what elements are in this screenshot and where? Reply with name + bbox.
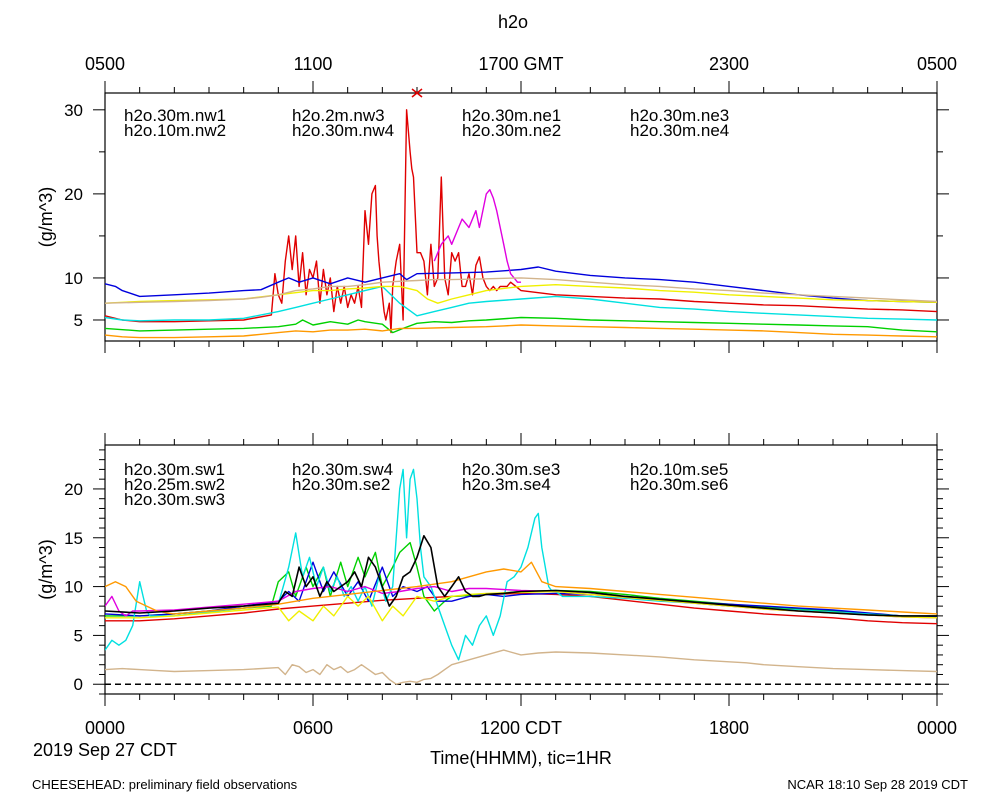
y-axis-label: (g/m^3) xyxy=(36,187,56,247)
legend-entry: h2o.30m.sw4 xyxy=(292,460,393,479)
y-tick-label: 10 xyxy=(64,578,83,597)
legend-entry: h2o.30m.se6 xyxy=(630,475,728,494)
legend-entry: h2o.30m.nw4 xyxy=(292,121,394,140)
panel-south: 05101520(g/m^3)h2o.30m.sw1h2o.25m.sw2h2o… xyxy=(36,433,949,706)
series-line-h2o-30m-nw4 xyxy=(105,285,937,322)
legend-entry: h2o.30m.se3 xyxy=(462,460,560,479)
offscale-marker xyxy=(411,88,423,98)
series-line-h2o-30m-sw3 xyxy=(105,561,937,618)
legend-entry: h2o.30m.sw3 xyxy=(124,490,225,509)
series-line-h2o-30m-se6 xyxy=(105,534,937,617)
chart-title: h2o xyxy=(498,12,528,32)
x-axis-label: Time(HHMM), tic=1HR xyxy=(430,748,612,768)
top-axis-tick-label: 1700 GMT xyxy=(478,54,563,74)
series-line-h2o-2m-nw3 xyxy=(105,266,937,303)
legend-entry: h2o.30m.nw1 xyxy=(124,106,226,125)
top-axis-tick-label: 2300 xyxy=(709,54,749,74)
legend-entry: h2o.10m.nw2 xyxy=(124,121,226,140)
series-line-h2o-30m-se3 xyxy=(105,590,937,622)
top-axis-tick-label: 1100 xyxy=(294,54,333,74)
y-tick-label: 5 xyxy=(74,626,83,645)
series-group xyxy=(105,109,937,339)
bottom-axis-tick-label: 0000 xyxy=(917,718,957,738)
series-line-h2o-30m-nw1 xyxy=(105,109,937,334)
legend-entry: h2o.30m.sw1 xyxy=(124,460,225,479)
series-group xyxy=(105,468,937,685)
series-line-h2o-30m-sw4 xyxy=(105,468,937,661)
y-tick-label: 5 xyxy=(74,311,83,330)
top-axis-tick-label: 0500 xyxy=(917,54,957,74)
y-tick-label: 0 xyxy=(74,675,83,694)
bottom-axis-tick-label: 0600 xyxy=(293,718,333,738)
series-line-h2o-30m-ne3 xyxy=(105,324,937,339)
bottom-axis-tick-label: 1800 xyxy=(709,718,749,738)
y-tick-label: 20 xyxy=(64,480,83,499)
footer-left: CHEESEHEAD: preliminary field observatio… xyxy=(32,777,298,792)
legend-entry: h2o.10m.se5 xyxy=(630,460,728,479)
legend-entry: h2o.30m.ne3 xyxy=(630,106,729,125)
bottom-axis-tick-label: 1200 CDT xyxy=(480,718,562,738)
date-label: 2019 Sep 27 CDT xyxy=(33,740,177,760)
legend-entry: h2o.30m.ne4 xyxy=(630,121,729,140)
legend-entry: h2o.25m.sw2 xyxy=(124,475,225,494)
legend-entry: h2o.3m.se4 xyxy=(462,475,551,494)
series-line-h2o-30m-ne2 xyxy=(105,284,937,304)
legend-entry: h2o.30m.se2 xyxy=(292,475,390,494)
legend-entry: h2o.30m.ne2 xyxy=(462,121,561,140)
bottom-axis-tick-label: 0000 xyxy=(85,718,125,738)
top-axis-tick-label: 0500 xyxy=(85,54,125,74)
y-axis-label: (g/m^3) xyxy=(36,539,56,599)
y-tick-label: 15 xyxy=(64,529,83,548)
y-tick-label: 10 xyxy=(64,269,83,288)
series-line-h2o-10m-nw2 xyxy=(105,316,937,334)
series-line-h2o-30m-ne4 xyxy=(105,277,937,304)
series-line-h2o-30m-ne1 xyxy=(433,188,521,283)
footer-right: NCAR 18:10 Sep 28 2019 CDT xyxy=(787,777,968,792)
series-line-h2o-10m-se5 xyxy=(105,649,937,685)
y-tick-label: 20 xyxy=(64,185,83,204)
legend-entry: h2o.30m.ne1 xyxy=(462,106,561,125)
y-tick-label: 30 xyxy=(64,101,83,120)
series-line-h2o-30m-sw1 xyxy=(105,592,937,625)
legend-entry: h2o.2m.nw3 xyxy=(292,106,385,125)
